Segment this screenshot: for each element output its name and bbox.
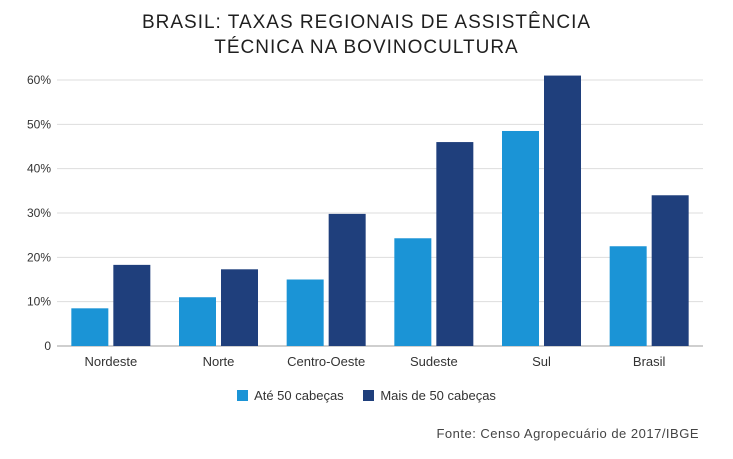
y-tick-label-40: 40%: [27, 162, 51, 176]
x-tick-label-brasil: Brasil: [633, 354, 666, 369]
legend-label-mais-50: Mais de 50 cabeças: [380, 388, 496, 404]
x-tick-label-nordeste: Nordeste: [84, 354, 137, 369]
legend-swatch-ate-50: [237, 390, 249, 402]
x-tick-label-norte: Norte: [203, 354, 235, 369]
legend-item-ate-50: Até 50 cabeças: [237, 388, 344, 403]
y-tick-label-20: 20%: [27, 250, 51, 264]
source-note: Fonte: Censo Agropecuário de 2017/IBGE: [436, 426, 699, 441]
x-tick-label-centro-oeste: Centro-Oeste: [287, 354, 365, 369]
bar-brasil-series-1: [609, 246, 647, 346]
bar-sul-series-1: [502, 130, 539, 346]
bar-chart: 0 10% 20% 30% 40% 50% 60% Nordeste Norte Centro-O…: [27, 73, 703, 369]
bar-norte-series-2: [221, 269, 258, 346]
bar-sul-series-2: [544, 75, 581, 347]
y-tick-label-10: 10%: [27, 295, 51, 309]
bar-nordeste-series-2: [113, 264, 151, 346]
legend-item-mais-50: Mais de 50 cabeças: [363, 388, 496, 403]
bar-centro-oeste-series-1: [286, 279, 324, 346]
y-tick-label-60: 60%: [27, 73, 51, 87]
bar-brasil-series-2: [651, 195, 689, 346]
y-tick-label-30: 30%: [27, 206, 51, 220]
bar-nordeste-series-1: [71, 308, 109, 346]
bar-centro-oeste-series-2: [328, 213, 366, 346]
bar-sudeste-series-2: [436, 142, 474, 346]
bar-norte-series-1: [179, 297, 216, 346]
legend: Até 50 cabeças Mais de 50 cabeças: [0, 387, 733, 403]
y-tick-label-50: 50%: [27, 117, 51, 131]
bar-sudeste-series-1: [394, 238, 432, 346]
legend-swatch-mais-50: [363, 390, 375, 402]
y-tick-label-0: 0: [44, 339, 51, 353]
x-tick-label-sul: Sul: [532, 354, 551, 369]
chart-title-line-2: TÉCNICA NA BOVINOCULTURA: [214, 37, 519, 58]
chart-title: BRASIL: TAXAS REGIONAIS DE ASSISTÊNCIA T…: [0, 10, 733, 60]
chart-title-line-1: BRASIL: TAXAS REGIONAIS DE ASSISTÊNCIA: [141, 12, 592, 33]
x-tick-label-sudeste: Sudeste: [410, 354, 458, 369]
legend-label-ate-50: Até 50 cabeças: [254, 388, 344, 404]
